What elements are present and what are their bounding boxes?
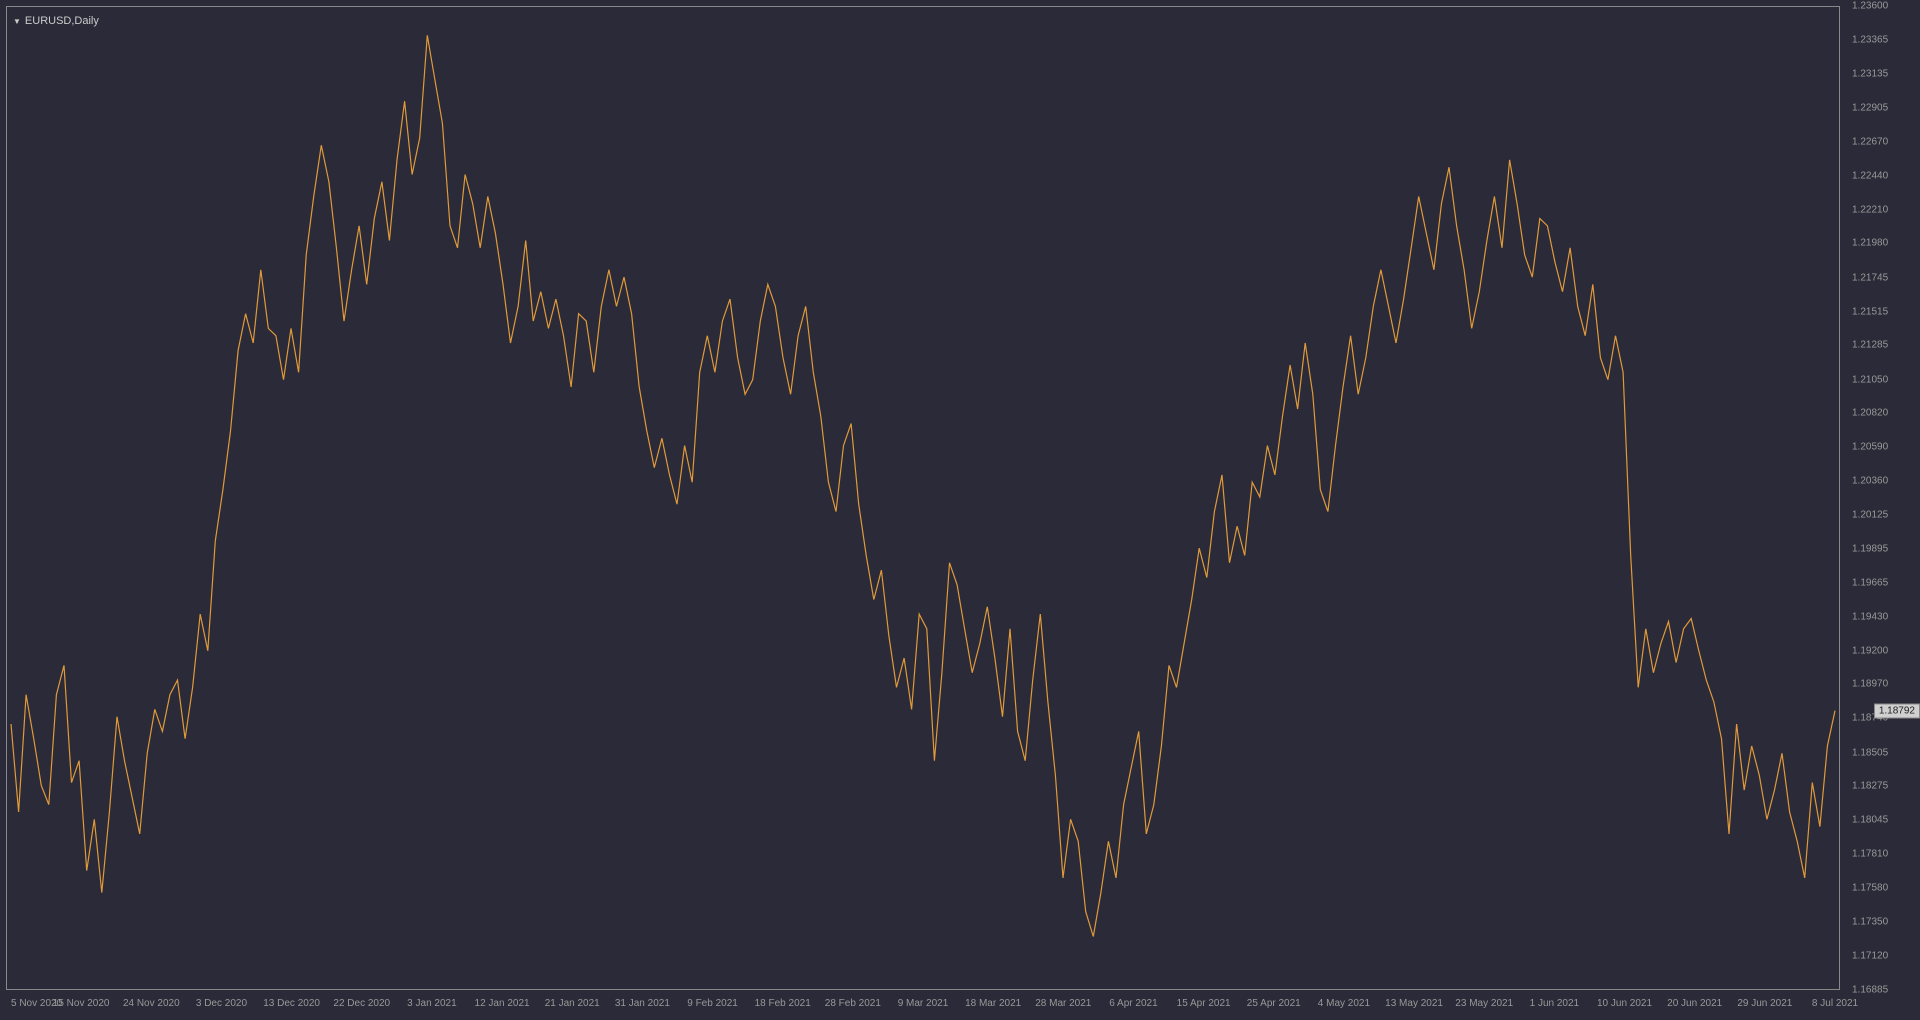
x-axis-label: 3 Jan 2021 xyxy=(407,998,457,1009)
x-axis-label: 13 May 2021 xyxy=(1385,998,1443,1009)
x-axis-label: 9 Mar 2021 xyxy=(898,998,949,1009)
x-axis: 5 Nov 202015 Nov 202024 Nov 20203 Dec 20… xyxy=(6,996,1840,1020)
x-axis-label: 28 Mar 2021 xyxy=(1035,998,1091,1009)
y-axis-label: 1.19665 xyxy=(1852,577,1888,588)
x-axis-label: 6 Apr 2021 xyxy=(1109,998,1157,1009)
y-axis-label: 1.21515 xyxy=(1852,306,1888,317)
y-axis-label: 1.21050 xyxy=(1852,374,1888,385)
y-axis-label: 1.19430 xyxy=(1852,612,1888,623)
y-axis-label: 1.20590 xyxy=(1852,442,1888,453)
y-axis-label: 1.19895 xyxy=(1852,543,1888,554)
y-axis-label: 1.18275 xyxy=(1852,781,1888,792)
y-axis-label: 1.17120 xyxy=(1852,950,1888,961)
x-axis-label: 28 Feb 2021 xyxy=(825,998,881,1009)
x-axis-label: 18 Feb 2021 xyxy=(755,998,811,1009)
y-axis-label: 1.18045 xyxy=(1852,815,1888,826)
x-axis-label: 15 Apr 2021 xyxy=(1177,998,1231,1009)
x-axis-label: 8 Jul 2021 xyxy=(1812,998,1858,1009)
x-axis-label: 29 Jun 2021 xyxy=(1737,998,1792,1009)
y-axis-label: 1.20820 xyxy=(1852,408,1888,419)
y-axis: 1.236001.233651.231351.229051.226701.224… xyxy=(1846,6,1920,990)
x-axis-label: 20 Jun 2021 xyxy=(1667,998,1722,1009)
y-axis-label: 1.22440 xyxy=(1852,170,1888,181)
y-axis-label: 1.22670 xyxy=(1852,137,1888,148)
x-axis-label: 24 Nov 2020 xyxy=(123,998,180,1009)
current-price-marker: 1.18792 xyxy=(1874,703,1920,718)
y-axis-label: 1.22905 xyxy=(1852,102,1888,113)
y-axis-label: 1.18970 xyxy=(1852,679,1888,690)
x-axis-label: 15 Nov 2020 xyxy=(53,998,110,1009)
y-axis-label: 1.23365 xyxy=(1852,35,1888,46)
x-axis-label: 25 Apr 2021 xyxy=(1247,998,1301,1009)
y-axis-label: 1.21980 xyxy=(1852,238,1888,249)
x-axis-label: 9 Feb 2021 xyxy=(687,998,738,1009)
price-line-chart xyxy=(6,6,1840,990)
y-axis-label: 1.16885 xyxy=(1852,985,1888,996)
y-axis-label: 1.17580 xyxy=(1852,883,1888,894)
x-axis-label: 22 Dec 2020 xyxy=(333,998,390,1009)
x-axis-label: 12 Jan 2021 xyxy=(475,998,530,1009)
x-axis-label: 4 May 2021 xyxy=(1318,998,1370,1009)
x-axis-label: 21 Jan 2021 xyxy=(545,998,600,1009)
dropdown-icon: ▼ xyxy=(13,17,21,26)
chart-title[interactable]: ▼ EURUSD,Daily xyxy=(13,15,99,27)
x-axis-label: 10 Jun 2021 xyxy=(1597,998,1652,1009)
y-axis-label: 1.23600 xyxy=(1852,1,1888,12)
x-axis-label: 1 Jun 2021 xyxy=(1530,998,1580,1009)
chart-title-label: EURUSD,Daily xyxy=(25,15,99,27)
y-axis-label: 1.17810 xyxy=(1852,849,1888,860)
y-axis-label: 1.20360 xyxy=(1852,475,1888,486)
y-axis-label: 1.17350 xyxy=(1852,916,1888,927)
x-axis-label: 3 Dec 2020 xyxy=(196,998,247,1009)
y-axis-label: 1.18505 xyxy=(1852,747,1888,758)
price-line xyxy=(11,35,1835,936)
y-axis-label: 1.19200 xyxy=(1852,645,1888,656)
x-axis-label: 18 Mar 2021 xyxy=(965,998,1021,1009)
y-axis-label: 1.21285 xyxy=(1852,340,1888,351)
y-axis-label: 1.21745 xyxy=(1852,272,1888,283)
y-axis-label: 1.20125 xyxy=(1852,510,1888,521)
y-axis-label: 1.22210 xyxy=(1852,204,1888,215)
x-axis-label: 23 May 2021 xyxy=(1455,998,1513,1009)
x-axis-label: 13 Dec 2020 xyxy=(263,998,320,1009)
y-axis-label: 1.23135 xyxy=(1852,69,1888,80)
x-axis-label: 31 Jan 2021 xyxy=(615,998,670,1009)
